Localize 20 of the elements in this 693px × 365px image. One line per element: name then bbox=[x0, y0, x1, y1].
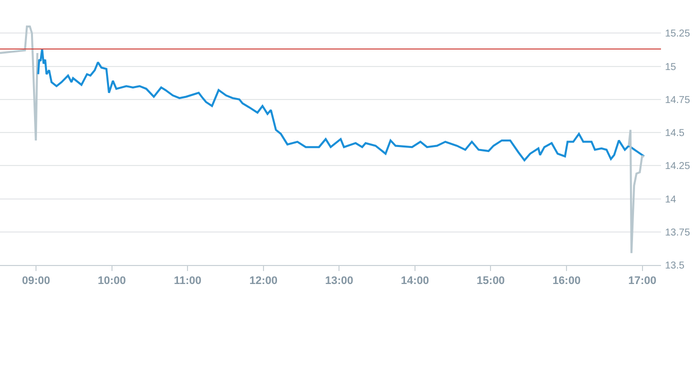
y-tick-label: 14.5 bbox=[665, 128, 685, 139]
x-tick-label: 15:00 bbox=[476, 275, 505, 288]
x-tick-label: 16:00 bbox=[552, 275, 581, 288]
y-tick-label: 13.75 bbox=[665, 227, 690, 238]
y-tick-label: 15.25 bbox=[665, 28, 690, 40]
y-tick-label: 14.75 bbox=[665, 94, 690, 106]
x-tick-label: 10:00 bbox=[98, 275, 126, 288]
y-tick-label: 14 bbox=[665, 194, 677, 206]
line-series bbox=[0, 26, 38, 142]
x-tick-label: 12:00 bbox=[249, 275, 278, 288]
x-tick-label: 17:00 bbox=[628, 275, 656, 288]
x-tick-label: 14:00 bbox=[400, 275, 430, 288]
y-tick-label: 15 bbox=[665, 62, 677, 73]
x-tick-label: 11:00 bbox=[174, 275, 202, 288]
line-series bbox=[37, 48, 646, 162]
line-series bbox=[628, 128, 646, 254]
y-tick-label: 14.25 bbox=[665, 161, 690, 172]
x-tick-label: 09:00 bbox=[22, 275, 50, 288]
y-tick-label: 13.5 bbox=[665, 260, 685, 272]
x-tick-label: 13:00 bbox=[325, 275, 354, 288]
